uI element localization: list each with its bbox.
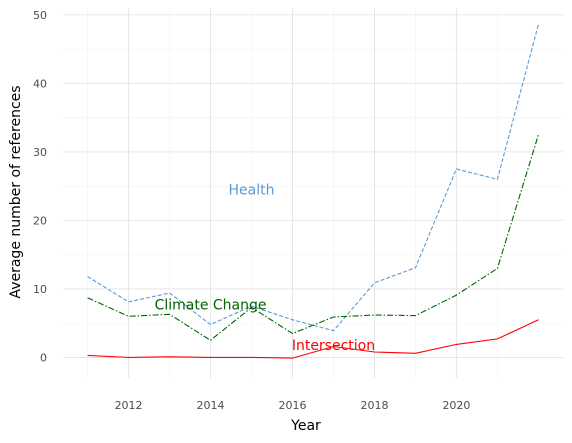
y-tick-label: 10 bbox=[33, 283, 47, 296]
series-lines bbox=[87, 24, 539, 359]
x-tick-label: 2016 bbox=[279, 399, 307, 412]
tick-labels: 2012 2014 2016 2018 2020 0 10 20 30 40 50 bbox=[33, 9, 470, 412]
x-axis-title: Year bbox=[290, 418, 321, 434]
series-line-intersection bbox=[87, 319, 539, 359]
x-tick-label: 2014 bbox=[197, 399, 225, 412]
y-tick-label: 20 bbox=[33, 214, 47, 227]
series-labels: Health Climate Change Intersection bbox=[155, 183, 376, 355]
series-label-intersection: Intersection bbox=[292, 338, 375, 354]
series-line-health bbox=[87, 24, 539, 332]
y-axis-title: Average number of references bbox=[8, 85, 24, 298]
x-tick-label: 2018 bbox=[360, 399, 388, 412]
x-tick-label: 2012 bbox=[115, 399, 143, 412]
gridlines bbox=[63, 8, 563, 378]
x-tick-label: 2020 bbox=[442, 399, 470, 412]
series-line-climate-change bbox=[87, 134, 539, 341]
y-tick-label: 30 bbox=[33, 146, 47, 159]
y-tick-label: 40 bbox=[33, 77, 47, 90]
series-label-health: Health bbox=[229, 183, 275, 199]
y-tick-label: 0 bbox=[40, 351, 47, 364]
series-label-climate-change: Climate Change bbox=[155, 298, 267, 314]
y-tick-label: 50 bbox=[33, 9, 47, 22]
